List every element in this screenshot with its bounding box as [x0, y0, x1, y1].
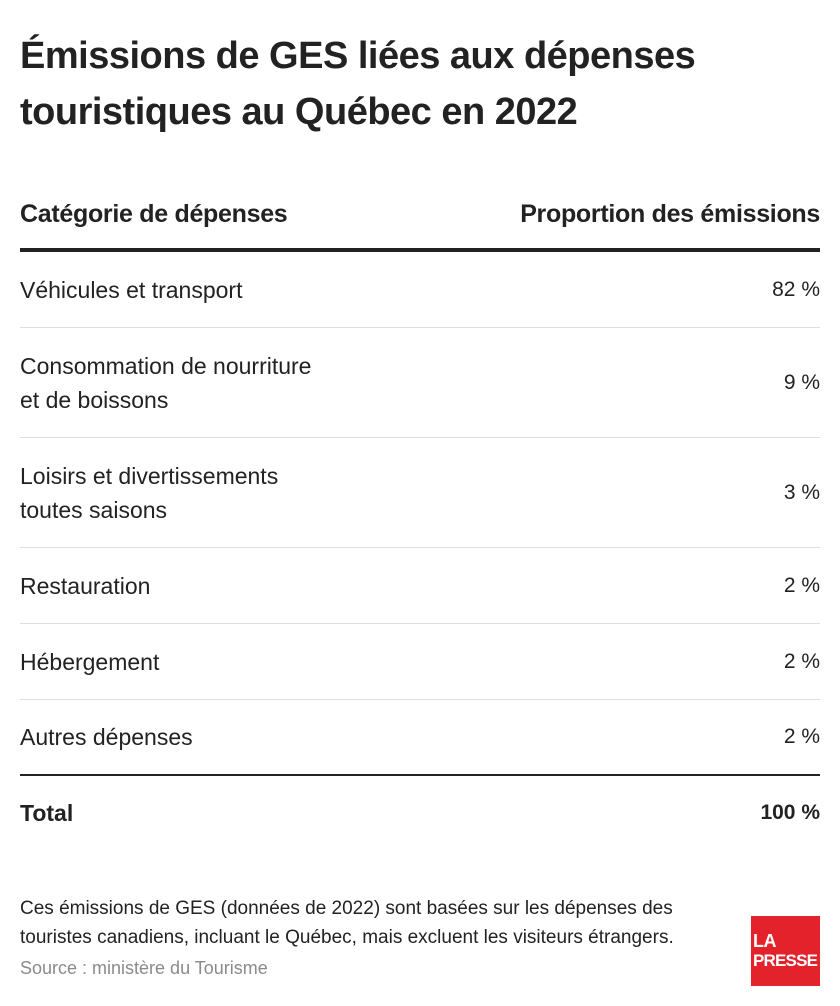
- table-row: Hébergement 2 %: [20, 624, 820, 700]
- table-row: Véhicules et transport 82 %: [20, 252, 820, 328]
- emissions-table: Catégorie de dépenses Proportion des émi…: [20, 180, 820, 850]
- la-presse-logo: LA PRESSE: [751, 916, 820, 986]
- row-category: Consommation de nourriture et de boisson…: [20, 352, 312, 413]
- row-category: Hébergement: [20, 648, 160, 675]
- logo-line-1: LA: [753, 931, 777, 951]
- row-category: Restauration: [20, 572, 151, 599]
- total-label: Total: [20, 799, 74, 826]
- row-value: 3 %: [783, 480, 820, 504]
- row-category: Véhicules et transport: [20, 276, 243, 303]
- table-header: Catégorie de dépenses Proportion des émi…: [20, 180, 820, 252]
- page-title: Émissions de GES liées aux dépenses tour…: [20, 35, 696, 133]
- table-row: Restauration 2 %: [20, 548, 820, 624]
- header-category: Catégorie de dépenses: [20, 199, 288, 228]
- header-proportion: Proportion des émissions: [520, 199, 820, 228]
- row-category: Loisirs et divertissements toutes saison…: [20, 462, 279, 523]
- table-row: Autres dépenses 2 %: [20, 700, 820, 776]
- total-value: 100 %: [760, 801, 820, 824]
- table-row: Loisirs et divertissements toutes saison…: [20, 438, 820, 548]
- logo-line-2: PRESSE: [753, 951, 818, 970]
- total-row: Total 100 %: [20, 776, 820, 850]
- source-credit: Source : ministère du Tourisme: [20, 958, 268, 978]
- row-value: 2 %: [783, 649, 820, 673]
- row-value: 2 %: [783, 725, 820, 748]
- table-row: Consommation de nourriture et de boisson…: [20, 328, 820, 438]
- row-value: 82 %: [772, 277, 820, 301]
- footnote: Ces émissions de GES (données de 2022) s…: [20, 898, 674, 948]
- row-value: 9 %: [783, 370, 820, 394]
- row-category: Autres dépenses: [20, 724, 193, 750]
- row-value: 2 %: [783, 573, 820, 597]
